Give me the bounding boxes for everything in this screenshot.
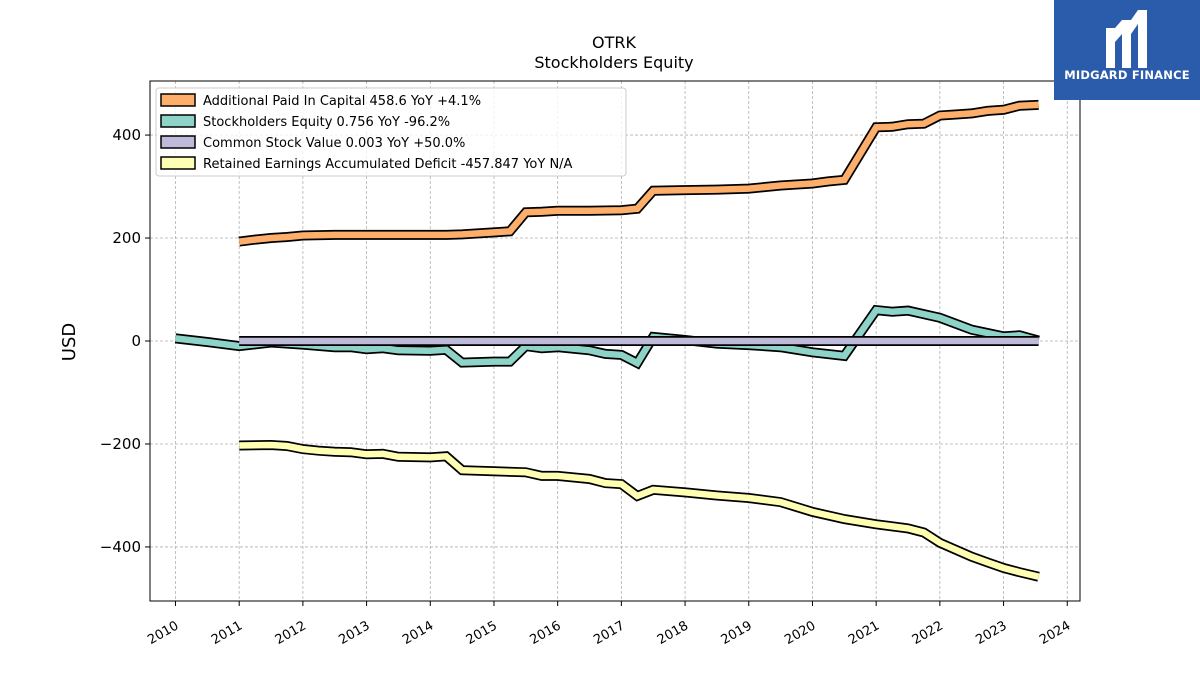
x-tick-label: 2015 [464,618,500,648]
series-lines [174,99,1040,582]
series-line-retained [239,441,1040,580]
y-tick-label: 0 [131,332,141,350]
chart-title: OTRK [592,33,636,52]
x-tick-label: 2014 [400,618,436,648]
x-tick-label: 2018 [655,618,691,648]
series-line-equity [175,306,1040,368]
y-tick-label: −400 [100,538,141,556]
x-tick-label: 2022 [910,618,946,648]
series-outline-retained [239,439,1040,582]
brand-logo: MIDGARD FINANCE [1054,0,1200,100]
x-tick-label: 2017 [591,618,627,648]
y-tick-label: 400 [112,126,141,144]
x-tick-label: 2013 [336,618,372,648]
x-tick-label: 2020 [782,618,818,648]
x-tick-label: 2021 [846,618,882,648]
legend-swatch-apic [160,93,196,107]
x-tick-label: 2012 [273,618,309,648]
y-axis-label: USD [59,323,80,361]
legend-label-retained: Retained Earnings Accumulated Deficit -4… [203,157,573,172]
chart-subtitle: Stockholders Equity [534,53,693,72]
axis-ticks: 2010 2011 2012 2013 2014 2015 2016 2017 2018 2019… [100,126,1073,648]
y-tick-label: 200 [112,229,141,247]
legend-swatch-equity [160,114,196,128]
legend-swatch-retained [160,156,196,170]
x-tick-label: 2011 [209,618,245,648]
legend-label-common: Common Stock Value 0.003 YoY +50.0% [203,136,465,151]
legend-frame [155,87,627,177]
y-tick-label: −200 [100,435,141,453]
x-tick-label: 2010 [145,618,181,648]
legend-swatch-common [160,135,196,149]
series-line-apic [238,101,1039,245]
x-tick-label: 2023 [973,618,1009,648]
legend-label-apic: Additional Paid In Capital 458.6 YoY +4.… [203,94,481,109]
midgard-logo-icon [1106,10,1147,68]
legend: Additional Paid In Capital 458.6 YoY +4.… [155,87,627,177]
x-tick-label: 2024 [1037,618,1073,648]
x-tick-label: 2019 [719,618,755,648]
x-tick-label: 2016 [528,618,564,648]
legend-label-equity: Stockholders Equity 0.756 YoY -96.2% [203,115,450,130]
brand-name: MIDGARD FINANCE [1064,68,1190,82]
